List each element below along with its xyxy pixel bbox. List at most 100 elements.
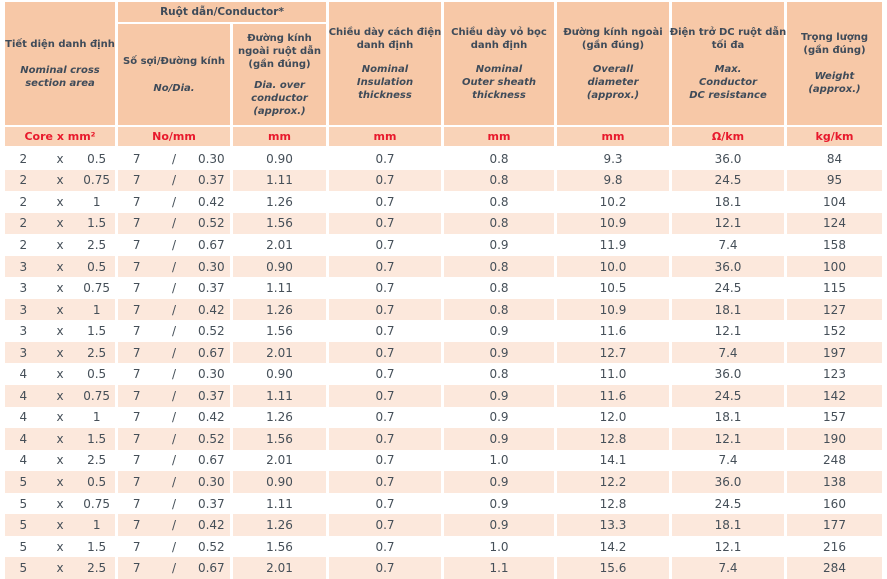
cell-insulation-thickness: 0.7 bbox=[375, 324, 395, 339]
cell-core-size-group: 2 x 0.75 bbox=[5, 169, 115, 192]
cell-strand-group: 7 / 0.37 bbox=[118, 277, 230, 299]
cell-dc-resistance: 24.5 bbox=[714, 281, 742, 296]
header-dc-resistance-en: Max. Conductor DC resistance bbox=[689, 63, 767, 101]
table-row: 5 x 2.5 7 / 0.67 2.01 0.7 1.1 15.6 7.4 2… bbox=[5, 557, 882, 579]
cell-core-count: 3 bbox=[19, 345, 28, 360]
cell-core-area: 0.75 bbox=[83, 281, 111, 296]
cell-weight: 104 bbox=[823, 194, 846, 209]
cell-sheath-thickness: 0.9 bbox=[444, 428, 554, 450]
table-row: 3 x 0.75 7 / 0.37 1.11 0.7 0.8 10.5 24.5… bbox=[5, 277, 882, 299]
cell-insulation-thickness: 0.7 bbox=[329, 212, 441, 235]
cell-core-area: 0.5 bbox=[87, 474, 107, 489]
cell-strand-count: 7 bbox=[132, 345, 141, 360]
cell-strand-count: 7 bbox=[132, 151, 141, 166]
header-weight-en: Weight (approx.) bbox=[808, 71, 861, 95]
cell-weight: 216 bbox=[823, 539, 846, 554]
cell-dc-resistance: 24.5 bbox=[672, 169, 784, 192]
cell-overall-diameter: 10.2 bbox=[599, 194, 627, 209]
unit-no-mm: No/mm bbox=[118, 127, 230, 146]
cell-sheath-thickness: 0.8 bbox=[489, 281, 509, 296]
cell-strand-diameter: 0.42 bbox=[197, 410, 225, 425]
cell-weight: 152 bbox=[823, 324, 846, 339]
cell-dia-over-conductor: 1.26 bbox=[266, 194, 293, 209]
cell-core-size-group: 2 x 0.5 bbox=[5, 148, 115, 170]
cell-dia-over-conductor: 1.56 bbox=[266, 324, 293, 339]
table-row: 3 x 1.5 7 / 0.52 1.56 0.7 0.9 11.6 12.1 … bbox=[5, 320, 882, 342]
cell-strand-separator: / bbox=[171, 388, 177, 403]
cell-sheath-thickness: 1.0 bbox=[489, 539, 509, 554]
cell-strand-group: 7 / 0.37 bbox=[118, 493, 230, 515]
cell-insulation-thickness: 0.7 bbox=[375, 237, 395, 252]
cell-insulation-thickness: 0.7 bbox=[375, 453, 395, 468]
header-outer-sheath-thickness: Chiều dày vỏ bọc danh định Nominal Outer… bbox=[444, 2, 554, 125]
cell-core-multiplier: x bbox=[56, 302, 64, 317]
cell-strand-separator: / bbox=[171, 237, 177, 252]
cell-overall-diameter: 11.6 bbox=[557, 385, 669, 407]
cell-strand-diameter: 0.67 bbox=[197, 237, 225, 252]
cell-strand-count: 7 bbox=[132, 281, 141, 296]
cell-weight: 142 bbox=[787, 385, 882, 407]
cell-strand-group: 7 / 0.67 bbox=[118, 341, 230, 364]
cell-core-area: 1 bbox=[92, 410, 101, 425]
cell-strand-separator: / bbox=[171, 561, 177, 576]
cell-weight: 127 bbox=[787, 298, 882, 321]
cell-dia-over-conductor: 1.26 bbox=[233, 298, 326, 321]
cell-dc-resistance: 18.1 bbox=[672, 298, 784, 321]
cell-sheath-thickness: 0.9 bbox=[444, 471, 554, 493]
cell-core-count: 4 bbox=[19, 367, 28, 382]
cell-strand-group: 7 / 0.30 bbox=[118, 471, 230, 493]
cell-strand-diameter: 0.37 bbox=[197, 173, 225, 188]
cell-sheath-thickness: 0.9 bbox=[489, 237, 509, 252]
table-row: 4 x 0.5 7 / 0.30 0.90 0.7 0.8 11.0 36.0 … bbox=[5, 363, 882, 385]
table-row: 2 x 2.5 7 / 0.67 2.01 0.7 0.9 11.9 7.4 1… bbox=[5, 234, 882, 256]
cell-sheath-thickness: 0.9 bbox=[489, 324, 509, 339]
cell-weight: 248 bbox=[823, 453, 846, 468]
cell-dia-over-conductor: 0.90 bbox=[266, 151, 293, 166]
cell-core-count: 4 bbox=[19, 388, 28, 403]
table-row: 2 x 1 7 / 0.42 1.26 0.7 0.8 10.2 18.1 10… bbox=[5, 191, 882, 213]
unit-dia-over-conductor: mm bbox=[233, 127, 326, 146]
cell-core-multiplier: x bbox=[56, 561, 64, 576]
table-row: 2 x 1.5 7 / 0.52 1.56 0.7 0.8 10.9 12.1 … bbox=[5, 212, 882, 235]
cell-dc-resistance: 18.1 bbox=[714, 410, 742, 425]
cell-overall-diameter: 15.6 bbox=[557, 557, 669, 579]
cell-overall-diameter: 14.1 bbox=[599, 453, 627, 468]
cell-dia-over-conductor: 1.56 bbox=[233, 428, 326, 450]
cell-strand-group: 7 / 0.42 bbox=[118, 514, 230, 536]
cell-sheath-thickness: 0.8 bbox=[444, 255, 554, 278]
table-row: 5 x 0.75 7 / 0.37 1.11 0.7 0.9 12.8 24.5… bbox=[5, 493, 882, 515]
cell-weight: 177 bbox=[787, 514, 882, 536]
cell-sheath-thickness: 1.1 bbox=[444, 557, 554, 579]
cell-weight: 157 bbox=[823, 410, 846, 425]
cell-strand-separator: / bbox=[171, 281, 177, 296]
cell-insulation-thickness: 0.7 bbox=[329, 385, 441, 407]
cell-core-area: 0.75 bbox=[83, 388, 111, 403]
cell-insulation-thickness: 0.7 bbox=[375, 410, 395, 425]
cell-strand-count: 7 bbox=[132, 367, 141, 382]
cell-sheath-thickness: 0.9 bbox=[444, 514, 554, 536]
cell-sheath-thickness: 0.9 bbox=[444, 341, 554, 364]
cell-dc-resistance: 7.4 bbox=[672, 341, 784, 364]
cell-dc-resistance: 36.0 bbox=[714, 367, 742, 382]
cell-insulation-thickness: 0.7 bbox=[375, 281, 395, 296]
cell-weight: 160 bbox=[823, 496, 846, 511]
cell-core-multiplier: x bbox=[56, 388, 64, 403]
unit-overall-diameter: mm bbox=[557, 127, 669, 146]
table-row: 3 x 0.5 7 / 0.30 0.90 0.7 0.8 10.0 36.0 … bbox=[5, 255, 882, 278]
cell-overall-diameter: 9.8 bbox=[557, 169, 669, 192]
header-nominal-cross-section-vi: Tiết diện danh định bbox=[5, 38, 115, 50]
cell-strand-count: 7 bbox=[132, 431, 141, 446]
cell-strand-count: 7 bbox=[132, 324, 141, 339]
cell-dia-over-conductor: 1.56 bbox=[233, 212, 326, 235]
cell-overall-diameter: 12.7 bbox=[557, 341, 669, 364]
cell-dc-resistance: 36.0 bbox=[714, 151, 742, 166]
cell-strand-count: 7 bbox=[132, 474, 141, 489]
cell-weight: 124 bbox=[787, 212, 882, 235]
cell-core-count: 5 bbox=[19, 496, 28, 511]
cell-insulation-thickness: 0.7 bbox=[329, 557, 441, 579]
cell-strand-diameter: 0.30 bbox=[197, 259, 225, 274]
header-insulation-thickness-en: Nominal Insulation thickness bbox=[356, 63, 414, 101]
cell-core-area: 1 bbox=[92, 302, 101, 317]
cell-strand-group: 7 / 0.42 bbox=[118, 191, 230, 213]
cell-strand-diameter: 0.67 bbox=[197, 453, 225, 468]
